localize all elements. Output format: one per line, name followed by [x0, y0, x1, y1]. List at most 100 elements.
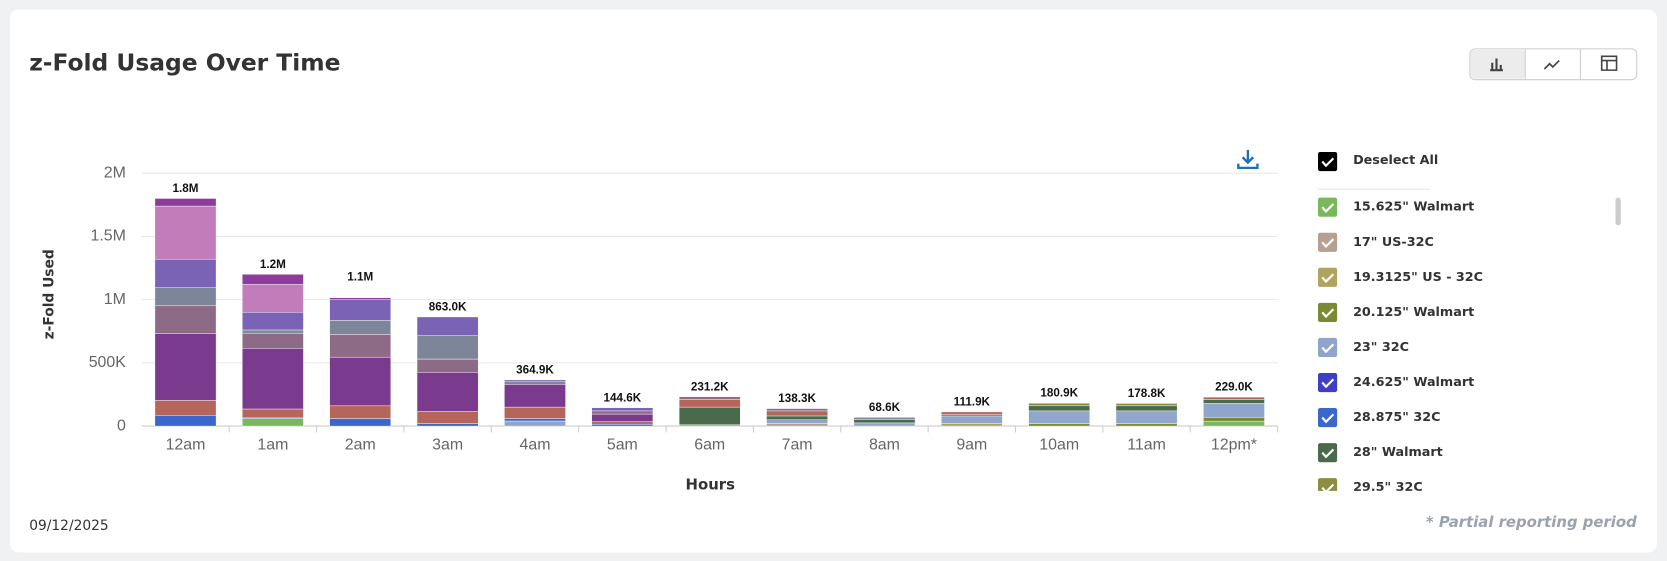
bar-segment [591, 421, 654, 425]
legend-label: 29.5" 32C [1353, 480, 1423, 495]
bar-segment [242, 312, 304, 331]
y-tick-label: 2M [104, 164, 126, 181]
legend-label: 19.3125" US - 32C [1353, 270, 1483, 285]
total-label: 364.9K [516, 363, 554, 376]
bar-view-button[interactable] [1471, 49, 1526, 79]
bar-segment [154, 258, 217, 288]
bar-segment [678, 399, 741, 408]
checkbox[interactable] [1318, 151, 1338, 172]
legend: 15.625" Walmart 17" US-32C 19.3125" US - 3… [1318, 197, 1483, 497]
total-label: 180.9K [1040, 387, 1078, 400]
y-tick-label: 500K [89, 354, 127, 371]
bar-segment [853, 419, 916, 424]
deselect-all[interactable]: Deselect All [1318, 151, 1438, 172]
legend-checkbox [1318, 372, 1338, 393]
legend-item[interactable]: 29.5" 32C [1318, 478, 1423, 497]
bar-segment [1115, 403, 1178, 407]
x-tick-label: 9am [956, 436, 987, 453]
bar-segment [941, 415, 1003, 424]
bar-segment [504, 406, 566, 419]
bar-segment [242, 329, 304, 334]
y-tick-label: 1M [104, 291, 126, 308]
bar-segment [242, 284, 304, 313]
bar-segment [1028, 405, 1090, 412]
check-mark [1321, 343, 1335, 354]
bar-segment [329, 299, 392, 321]
bar-segment [242, 408, 304, 418]
deselect-all-label[interactable]: Deselect All [1353, 153, 1438, 168]
bar-segment [154, 400, 217, 416]
legend-item[interactable]: 19.3125" US - 32C [1318, 267, 1483, 287]
check-mark [1321, 448, 1335, 459]
bar-segment [154, 333, 217, 401]
bar-segment [1203, 399, 1265, 404]
check-mark [1321, 273, 1335, 284]
x-tick-label: 11am [1127, 436, 1166, 453]
download-button[interactable] [1237, 149, 1259, 170]
total-label: 863.0K [429, 300, 467, 313]
total-label: 138.3K [778, 392, 816, 405]
x-tick-label: 2am [345, 436, 376, 453]
bar-segment [416, 423, 479, 427]
bar-segment [154, 415, 217, 427]
x-tick-label: 4am [519, 436, 550, 453]
legend-item[interactable]: 28" Walmart [1318, 443, 1443, 463]
bar-segment [1203, 417, 1265, 422]
bar-segment [154, 287, 217, 307]
bar-segment [504, 384, 566, 408]
bar-segment [591, 410, 654, 415]
bar-segment [1203, 403, 1265, 418]
bar-segment [853, 422, 916, 427]
bar-segment [416, 372, 479, 412]
legend-item[interactable]: 24.625" Walmart [1318, 372, 1474, 393]
total-label: 68.6K [869, 401, 901, 414]
bar-segment [766, 408, 828, 412]
bar-segment [591, 423, 654, 427]
legend-item[interactable]: 20.125" Walmart [1318, 302, 1474, 322]
legend-label: 28.875" 32C [1353, 410, 1440, 425]
bar-segment [1115, 410, 1178, 424]
x-tick-label: 12am [166, 436, 206, 453]
bar-segment [766, 419, 828, 424]
y-tick-label: 1.5M [90, 228, 125, 245]
check-mark [1321, 238, 1335, 249]
total-label: 229.0K [1215, 381, 1253, 394]
legend-checkbox [1318, 443, 1338, 463]
bar-segment [504, 420, 566, 427]
bar-segment [504, 418, 566, 422]
check-mark [1321, 413, 1335, 424]
x-tick-label: 1am [257, 436, 288, 453]
bar-segment [504, 381, 566, 385]
bar-segment [329, 418, 392, 427]
legend-item[interactable]: 23" 32C [1318, 337, 1409, 357]
bar-segment [329, 405, 392, 419]
bar-segment [154, 198, 217, 207]
legend-item[interactable]: 28.875" 32C [1318, 408, 1440, 428]
check-mark [1321, 308, 1335, 319]
x-tick-label: 12pm* [1211, 436, 1257, 453]
legend-label: 24.625" Walmart [1353, 375, 1474, 390]
legend-checkbox [1318, 408, 1338, 428]
legend-item[interactable]: 15.625" Walmart [1318, 197, 1474, 217]
scrollbar[interactable] [1615, 197, 1621, 226]
x-tick-label: 8am [869, 436, 900, 453]
bar-segment [941, 423, 1003, 427]
total-label: 1.1M [347, 270, 373, 283]
bar-segment [242, 348, 304, 410]
bar-segment [591, 413, 654, 422]
bar-segment [242, 332, 304, 349]
bar-segment [329, 320, 392, 335]
y-tick-label: 0 [117, 417, 126, 434]
legend-item[interactable]: 17" US-32C [1318, 232, 1434, 252]
bar-segment [766, 423, 828, 427]
footnote: * Partial reporting period [1426, 513, 1637, 531]
chart-title: z-Fold Usage Over Time [29, 48, 340, 76]
x-axis-label: Hours [686, 476, 736, 494]
bar-segment [242, 418, 304, 427]
bar-segment [416, 335, 479, 360]
bar-segment [154, 305, 217, 334]
bar-segment [853, 417, 916, 420]
bar-segment [1028, 402, 1090, 407]
total-label: 1.2M [260, 258, 286, 271]
